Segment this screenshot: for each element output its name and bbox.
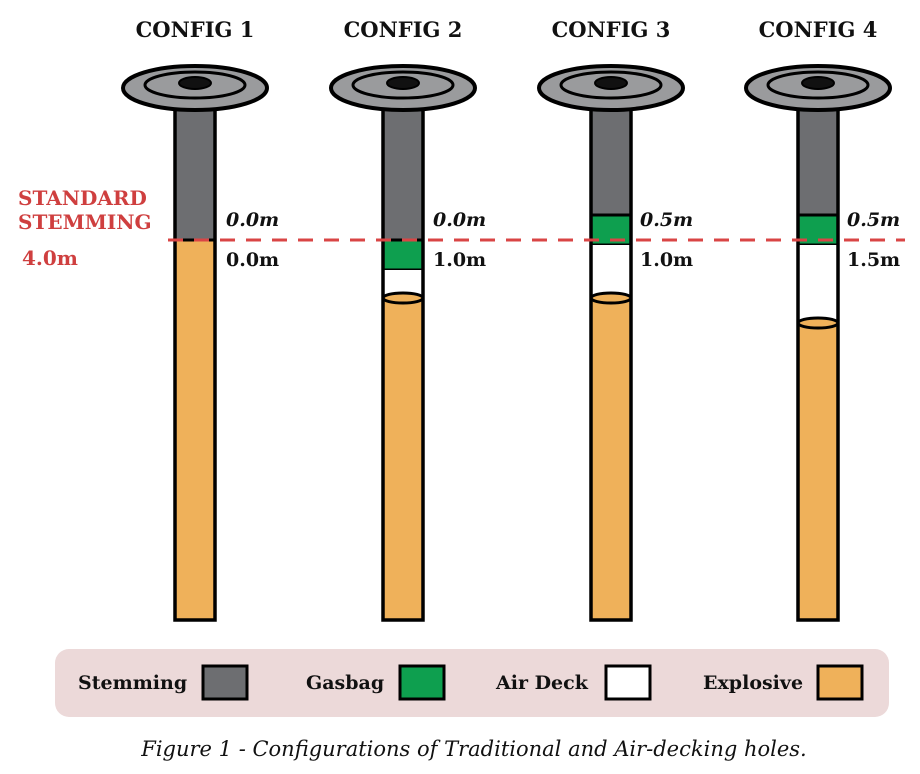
explosive-segment — [591, 298, 631, 620]
config-top-label: 0.0m — [433, 209, 486, 231]
config-top-label: 0.0m — [226, 209, 279, 231]
config-bottom-label: 1.0m — [640, 249, 693, 271]
hole-opening — [386, 76, 420, 90]
legend-label-stemming: Stemming — [78, 672, 187, 694]
explosive-top-surface — [381, 291, 425, 305]
legend-swatch-explosive — [816, 664, 864, 701]
hole-opening — [801, 76, 835, 90]
explosive-segment — [383, 298, 423, 620]
config-top-label: 0.5m — [640, 209, 693, 231]
legend-label-air-deck: Air Deck — [495, 672, 589, 694]
config-top-label: 0.5m — [847, 209, 900, 231]
gasbag-segment — [381, 238, 425, 272]
legend-swatch-gasbag — [398, 664, 446, 701]
legend-swatch-air-deck — [604, 664, 652, 701]
explosive-top-surface — [796, 316, 840, 330]
legend-label-gasbag: Gasbag — [306, 672, 384, 694]
config-bottom-label: 0.0m — [226, 249, 279, 271]
stemming-segment — [383, 88, 423, 240]
legend-label-explosive: Explosive — [703, 672, 803, 694]
standard-stemming-depth: 4.0m — [22, 246, 78, 270]
explosive-segment — [175, 240, 215, 620]
standard-stemming-label-line1: STANDARD — [18, 186, 147, 210]
config-bottom-label: 1.5m — [847, 249, 900, 271]
explosive-top-surface — [589, 291, 633, 305]
legend-swatch-stemming — [201, 664, 249, 701]
stemming-segment — [175, 88, 215, 240]
air-deck-segment — [591, 245, 631, 298]
standard-stemming-label-line2: STEMMING — [18, 210, 152, 234]
config-bottom-label: 1.0m — [433, 249, 486, 271]
figure-caption: Figure 1 - Configurations of Traditional… — [140, 737, 806, 761]
air-deck-segment — [798, 245, 838, 323]
config-title: CONFIG 2 — [344, 17, 463, 42]
hole-opening — [594, 76, 628, 90]
config-title: CONFIG 1 — [136, 17, 255, 42]
config-title: CONFIG 4 — [759, 17, 878, 42]
hole-opening — [178, 76, 212, 90]
explosive-segment — [798, 323, 838, 620]
config-title: CONFIG 3 — [552, 17, 671, 42]
holes — [121, 64, 892, 622]
legend-background — [55, 649, 889, 717]
